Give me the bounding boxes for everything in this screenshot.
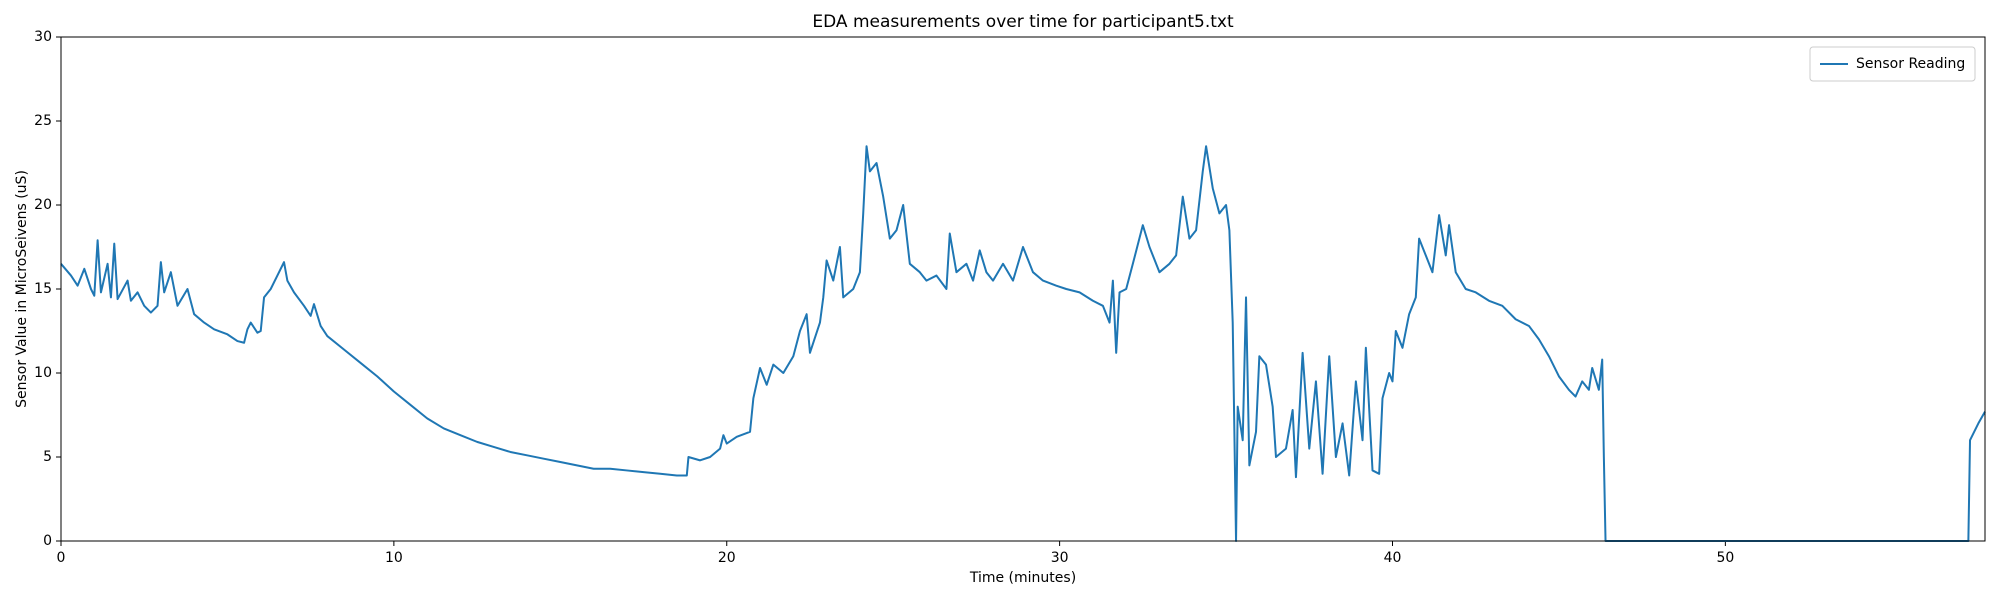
data-line [60,145,1986,542]
legend-box [1809,46,1976,82]
y-tick-label: 20 [34,197,52,213]
y-tick-label: 0 [43,533,52,549]
x-tick-label: 0 [57,550,66,566]
y-tick-label: 30 [34,29,52,45]
x-tick-label: 10 [385,550,403,566]
x-tick-label: 50 [1716,550,1734,566]
legend-label: Sensor Reading [1856,56,1965,72]
x-tick-label: 40 [1384,550,1402,566]
x-tick-label: 20 [718,550,736,566]
y-tick-label: 15 [34,281,52,297]
y-tick-label: 25 [34,113,52,129]
y-axis-label: Sensor Value in MicroSeivens (uS) [14,170,30,408]
x-axis-label: Time (minutes) [969,570,1076,586]
plot-frame [60,36,1986,542]
x-tick-label: 30 [1051,550,1069,566]
y-tick-label: 10 [34,365,52,381]
y-tick-label: 5 [43,449,52,465]
chart-title: EDA measurements over time for participa… [812,12,1234,32]
